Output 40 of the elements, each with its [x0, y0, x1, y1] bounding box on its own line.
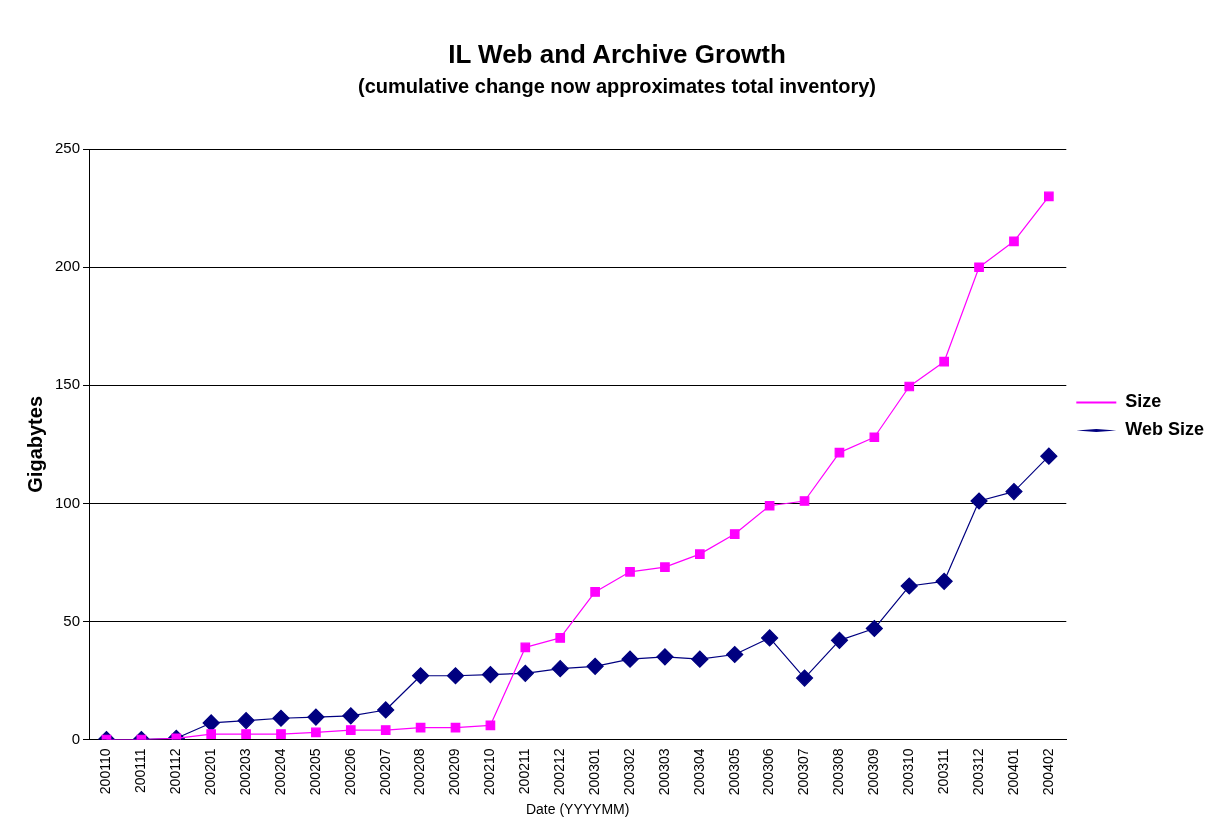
legend-label: Size	[1125, 391, 1162, 412]
x-tick-label: 200401	[1004, 748, 1021, 796]
x-tick-label: 200307	[795, 748, 812, 796]
y-axis-title: Gigabytes	[23, 395, 46, 493]
x-tick-label: 200112	[167, 748, 184, 795]
x-tick-label: 200203	[236, 748, 253, 796]
y-tick-label: 150	[55, 375, 81, 393]
x-tick-label: 200402	[1039, 748, 1056, 796]
x-tick-label: 200110	[97, 748, 114, 795]
x-tick-label: 200312	[969, 748, 986, 796]
x-tick-label: 200111	[132, 748, 149, 794]
x-tick-label: 200212	[551, 748, 568, 796]
y-tick-label: 200	[55, 257, 81, 275]
x-tick-label: 200211	[516, 748, 533, 795]
x-axis-title: Date (YYYYMM)	[525, 801, 630, 818]
x-tick-label: 200302	[620, 748, 637, 796]
x-tick-label: 200309	[865, 748, 882, 796]
y-tick-label: 0	[71, 729, 81, 747]
legend-label: Web Size	[1125, 419, 1205, 440]
x-tick-label: 200210	[481, 748, 498, 796]
x-tick-label: 200209	[446, 748, 463, 796]
x-tick-label: 200311	[935, 748, 952, 795]
x-tick-label: 200207	[376, 748, 393, 796]
chart-title: IL Web and Archive Growth	[448, 38, 786, 69]
x-tick-label: 200208	[411, 748, 428, 796]
x-tick-label: 200201	[202, 748, 219, 796]
x-tick-label: 200301	[585, 748, 602, 796]
x-tick-label: 200304	[690, 748, 707, 796]
x-tick-label: 200205	[306, 748, 323, 796]
x-tick-label: 200303	[655, 748, 672, 796]
chart-subtitle: (cumulative change now approximates total inventory)	[358, 74, 876, 97]
x-tick-label: 200305	[725, 748, 742, 796]
x-tick-label: 200310	[900, 748, 917, 796]
y-tick-label: 250	[55, 139, 81, 157]
y-tick-label: 50	[63, 611, 81, 629]
x-tick-label: 200204	[271, 748, 288, 796]
x-tick-label: 200306	[760, 748, 777, 796]
y-tick-label: 100	[55, 493, 81, 511]
x-tick-label: 200308	[830, 748, 847, 796]
x-tick-label: 200206	[341, 748, 358, 796]
